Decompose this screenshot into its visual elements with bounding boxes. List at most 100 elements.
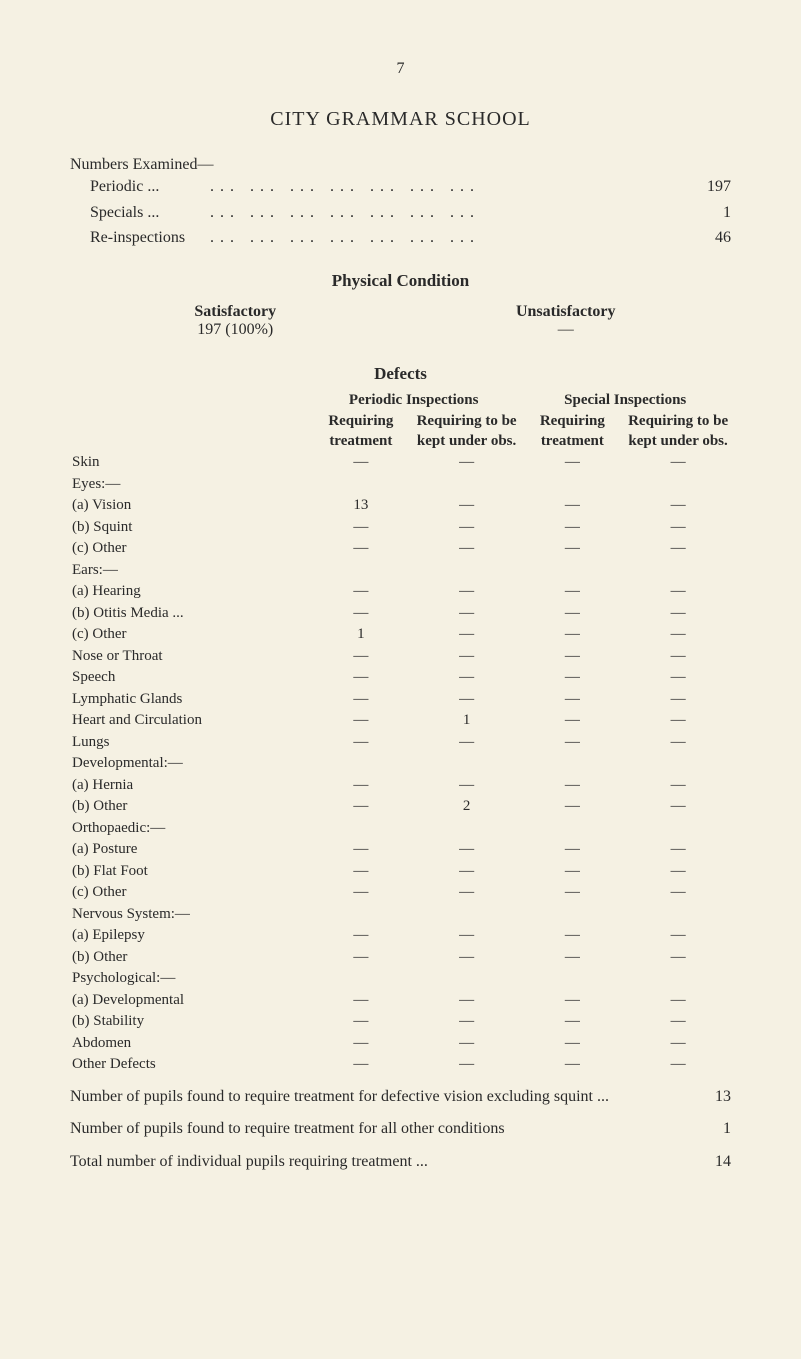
- data-cell: —: [308, 689, 414, 711]
- table-row: Ears:—: [70, 560, 731, 582]
- table-row: Nervous System:—: [70, 904, 731, 926]
- table-row: (b) Flat Foot————: [70, 861, 731, 883]
- table-row: Speech————: [70, 667, 731, 689]
- col-header: Requiring treatment: [308, 411, 414, 452]
- numbers-examined-section: Numbers Examined— Periodic ... ... ... .…: [70, 156, 731, 251]
- data-cell: —: [519, 839, 625, 861]
- data-cell: —: [519, 947, 625, 969]
- unsatisfactory-label: Unsatisfactory: [401, 303, 732, 321]
- data-cell: —: [519, 775, 625, 797]
- data-cell: —: [519, 624, 625, 646]
- condition-label: Speech: [70, 667, 308, 689]
- exam-row: Specials ... ... ... ... ... ... ... ...…: [70, 200, 731, 226]
- data-cell: —: [414, 732, 520, 754]
- data-cell: —: [414, 495, 520, 517]
- data-cell: —: [308, 538, 414, 560]
- condition-label: Nose or Throat: [70, 646, 308, 668]
- table-row: (b) Stability————: [70, 1011, 731, 1033]
- table-row: (b) Squint————: [70, 517, 731, 539]
- data-cell: —: [308, 517, 414, 539]
- summary-value: 14: [681, 1151, 731, 1173]
- condition-label: Lymphatic Glands: [70, 689, 308, 711]
- data-cell: —: [308, 839, 414, 861]
- condition-label: Developmental:—: [70, 753, 308, 775]
- summary-text: Total number of individual pupils requir…: [70, 1151, 681, 1173]
- condition-label: (b) Other: [70, 947, 308, 969]
- data-cell: —: [414, 861, 520, 883]
- table-row: (b) Other—2——: [70, 796, 731, 818]
- summary-text: Number of pupils found to require treatm…: [70, 1086, 681, 1108]
- data-cell: [308, 818, 414, 840]
- data-cell: [625, 968, 731, 990]
- data-cell: 1: [308, 624, 414, 646]
- data-cell: —: [308, 775, 414, 797]
- data-cell: —: [625, 452, 731, 474]
- data-cell: —: [308, 990, 414, 1012]
- data-cell: —: [519, 689, 625, 711]
- data-cell: —: [625, 1011, 731, 1033]
- data-cell: [519, 560, 625, 582]
- summary-value: 1: [681, 1118, 731, 1140]
- exam-row: Re-inspections ... ... ... ... ... ... .…: [70, 225, 731, 251]
- condition-label: (a) Posture: [70, 839, 308, 861]
- table-row: Eyes:—: [70, 474, 731, 496]
- data-cell: [519, 474, 625, 496]
- satisfaction-row: Satisfactory 197 (100%) Unsatisfactory —: [70, 303, 731, 339]
- data-cell: [414, 753, 520, 775]
- page-title: CITY GRAMMAR SCHOOL: [70, 108, 731, 131]
- data-cell: —: [414, 667, 520, 689]
- data-cell: —: [308, 452, 414, 474]
- numbers-examined-heading: Numbers Examined—: [70, 156, 731, 174]
- dots: ... ... ... ... ... ... ...: [210, 200, 681, 226]
- data-cell: —: [625, 947, 731, 969]
- data-cell: —: [625, 839, 731, 861]
- table-row: Lungs————: [70, 732, 731, 754]
- data-cell: —: [625, 796, 731, 818]
- data-cell: —: [414, 517, 520, 539]
- periodic-label: Periodic Inspections: [308, 390, 520, 412]
- table-row: (a) Hernia————: [70, 775, 731, 797]
- data-cell: —: [414, 947, 520, 969]
- data-cell: [308, 753, 414, 775]
- condition-label: Skin: [70, 452, 308, 474]
- condition-label: (b) Otitis Media ...: [70, 603, 308, 625]
- data-cell: 2: [414, 796, 520, 818]
- summary-value: 13: [681, 1086, 731, 1108]
- data-cell: [625, 818, 731, 840]
- defects-table: Periodic Inspections Special Inspections…: [70, 390, 731, 1076]
- data-cell: [625, 753, 731, 775]
- condition-label: (b) Squint: [70, 517, 308, 539]
- exam-value: 1: [681, 200, 731, 226]
- data-cell: —: [308, 710, 414, 732]
- data-cell: —: [308, 581, 414, 603]
- data-cell: —: [625, 689, 731, 711]
- condition-label: (c) Other: [70, 882, 308, 904]
- physical-condition-heading: Physical Condition: [70, 271, 731, 291]
- data-cell: [414, 904, 520, 926]
- table-row: Abdomen————: [70, 1033, 731, 1055]
- data-cell: —: [625, 1033, 731, 1055]
- data-cell: —: [414, 990, 520, 1012]
- col-header: Requiring treatment: [519, 411, 625, 452]
- data-cell: —: [519, 796, 625, 818]
- col-header: Requiring to be kept under obs.: [625, 411, 731, 452]
- table-row: Orthopaedic:—: [70, 818, 731, 840]
- data-cell: —: [414, 775, 520, 797]
- page-number: 7: [70, 60, 731, 78]
- data-cell: —: [625, 732, 731, 754]
- exam-value: 46: [681, 225, 731, 251]
- data-cell: —: [414, 689, 520, 711]
- exam-value: 197: [681, 174, 731, 200]
- condition-label: Lungs: [70, 732, 308, 754]
- table-row: Other Defects————: [70, 1054, 731, 1076]
- exam-label: Periodic ...: [70, 174, 210, 200]
- data-cell: [308, 904, 414, 926]
- data-cell: —: [414, 1054, 520, 1076]
- table-row: (c) Other————: [70, 882, 731, 904]
- data-cell: [519, 904, 625, 926]
- data-cell: —: [414, 603, 520, 625]
- data-cell: —: [308, 667, 414, 689]
- data-cell: —: [519, 1011, 625, 1033]
- summary-row: Number of pupils found to require treatm…: [70, 1118, 731, 1140]
- data-cell: —: [414, 624, 520, 646]
